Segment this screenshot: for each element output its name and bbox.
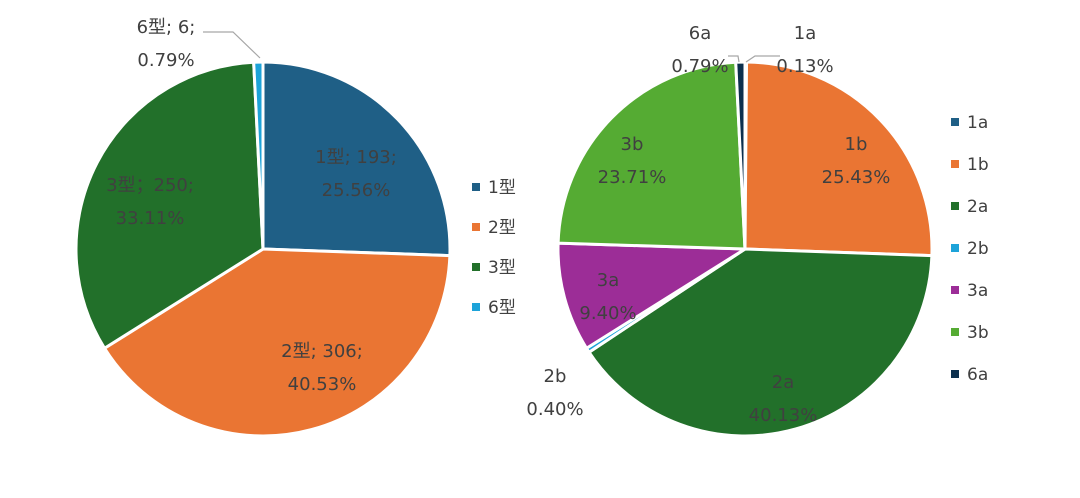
data-label-line-2型-1: 2型; 306;: [281, 341, 363, 362]
legend-label-6型: 6型: [488, 298, 516, 318]
legend-swatch-1a: [951, 118, 959, 126]
legend-swatch-3a: [951, 286, 959, 294]
legend-label-1型: 1型: [488, 178, 516, 198]
pie-slice-1型: [261, 60, 452, 258]
legend-swatch-6型: [472, 303, 480, 311]
data-label-line-1a-2: 0.13%: [776, 56, 833, 77]
data-label-line-2型-2: 40.53%: [288, 374, 357, 395]
data-label-line-3a-2: 9.40%: [579, 303, 636, 324]
data-label-2型: 2型; 306; 40.53%: [281, 341, 363, 395]
legend-swatch-6a: [951, 370, 959, 378]
data-label-3型: 3型；250; 33.11%: [106, 175, 194, 229]
data-label-3a: 3a 9.40%: [579, 270, 636, 324]
data-label-line-1b-2: 25.43%: [822, 167, 891, 188]
pie-chart-2: 1a 0.13% 1b 25.43% 2a 40.13% 2b 0.40% 3a 9.40% 3b 2…: [526, 23, 989, 438]
legend-2: 1a 1b 2a 2b 3a 3b 6a: [951, 113, 989, 385]
legend-label-1b: 1b: [967, 155, 989, 175]
legend-swatch-1型: [472, 183, 480, 191]
legend-label-3b: 3b: [967, 323, 989, 343]
data-label-1b: 1b 25.43%: [822, 134, 891, 188]
data-label-line-2a-2: 40.13%: [749, 405, 818, 426]
legend-label-3a: 3a: [967, 281, 988, 301]
data-label-line-6型-2: 0.79%: [137, 50, 194, 71]
legend-label-6a: 6a: [967, 365, 988, 385]
legend-label-2b: 2b: [967, 239, 989, 259]
leader-line-6型: [203, 31, 261, 59]
data-label-line-1型-2: 25.56%: [322, 180, 391, 201]
pie-slice-6a: [734, 60, 747, 251]
leader-line-6a: [728, 55, 740, 63]
legend-label-2a: 2a: [967, 197, 988, 217]
data-label-line-6a-1: 6a: [689, 23, 711, 44]
pie-chart-1: 1型; 193; 25.56% 2型; 306; 40.53% 3型；250; 33.11…: [74, 17, 516, 438]
data-label-line-3a-1: 3a: [597, 270, 619, 291]
pie-slice-1b: [743, 60, 934, 258]
data-label-line-2b-2: 0.40%: [526, 399, 583, 420]
legend-swatch-2型: [472, 223, 480, 231]
legend-swatch-3b: [951, 328, 959, 336]
data-label-line-3型-2: 33.11%: [116, 208, 185, 229]
legend-label-2型: 2型: [488, 218, 516, 238]
data-label-line-6型-1: 6型; 6;: [137, 17, 196, 38]
data-label-line-2b-1: 2b: [544, 366, 567, 387]
data-label-3b: 3b 23.71%: [598, 134, 667, 188]
data-label-line-3b-2: 23.71%: [598, 167, 667, 188]
data-label-line-1a-1: 1a: [794, 23, 816, 44]
data-label-line-1b-1: 1b: [845, 134, 868, 155]
legend-label-1a: 1a: [967, 113, 988, 133]
pie-slice-3a: [556, 241, 747, 350]
data-label-2a: 2a 40.13%: [749, 372, 818, 426]
legend-1: 1型 2型 3型 6型: [472, 178, 516, 318]
legend-swatch-3型: [472, 263, 480, 271]
leader-line-1a: [745, 55, 780, 63]
legend-swatch-1b: [951, 160, 959, 168]
data-label-2b: 2b 0.40%: [526, 366, 583, 420]
data-label-line-3型-1: 3型；250;: [106, 175, 194, 196]
pie-slice-6型: [252, 60, 265, 251]
data-label-6a: 6a 0.79%: [671, 23, 728, 77]
legend-swatch-2b: [951, 244, 959, 252]
data-label-1型: 1型; 193; 25.56%: [315, 147, 397, 201]
legend-swatch-2a: [951, 202, 959, 210]
legend-label-3型: 3型: [488, 258, 516, 278]
data-label-line-6a-2: 0.79%: [671, 56, 728, 77]
pie-slice-3型: [74, 60, 265, 350]
pie-slice-3b: [556, 60, 747, 251]
data-label-line-1型-1: 1型; 193;: [315, 147, 397, 168]
data-label-6型: 6型; 6; 0.79%: [137, 17, 196, 71]
data-label-line-2a-1: 2a: [772, 372, 794, 393]
data-label-1a: 1a 0.13%: [776, 23, 833, 77]
data-label-line-3b-1: 3b: [621, 134, 644, 155]
